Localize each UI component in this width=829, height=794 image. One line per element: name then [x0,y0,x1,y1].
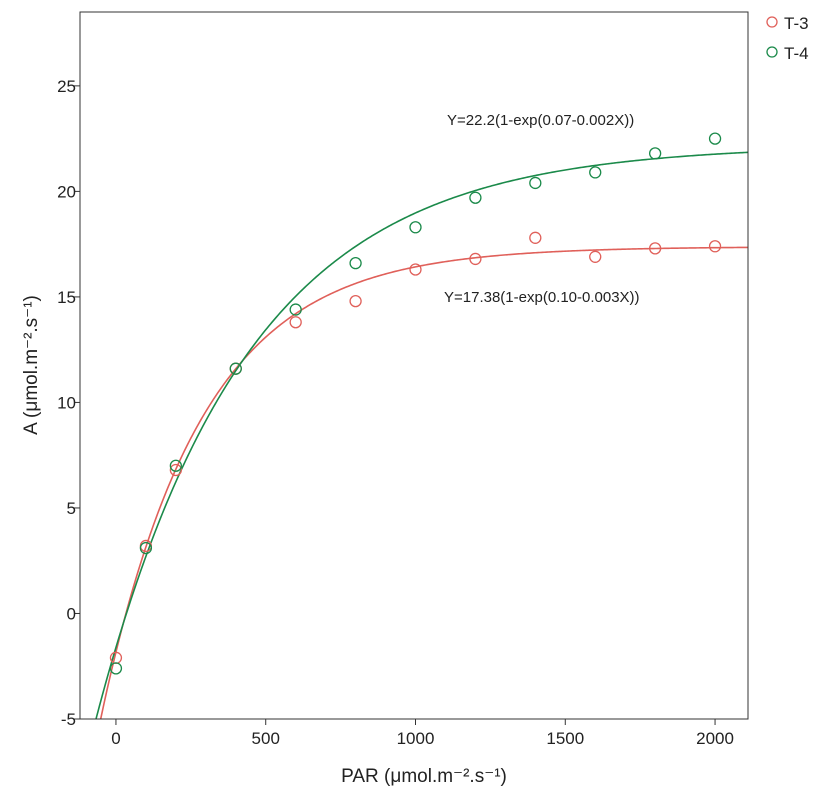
x-tick-label: 1500 [546,729,584,748]
point-t-4 [708,132,722,145]
y-axis: -5 0 5 10 15 20 25 [57,77,80,729]
y-axis-title: A (μmol.m⁻².s⁻¹) [21,295,42,435]
point-t-3 [589,250,602,263]
t4-fit-equation: Y=22.2(1-exp(0.07-0.002X)) [447,112,634,129]
y-tick-label: 15 [57,288,76,307]
point-t-4 [589,166,602,179]
point-t-4 [139,541,153,555]
point-t-4 [169,459,183,472]
fit-curves [95,151,748,719]
y-tick-label: 10 [57,393,76,412]
fit-curve-t-3 [99,246,748,719]
point-t-3 [169,463,183,477]
point-t-3 [289,316,302,329]
legend: T-3 T-4 [766,14,809,63]
legend-label-t3: T-3 [784,14,809,33]
data-points [109,132,722,675]
point-t-3 [349,294,362,308]
legend-marker-t3 [766,16,778,28]
legend-label-t4: T-4 [784,44,809,63]
point-t-4 [289,303,302,316]
x-tick-label: 2000 [696,729,734,748]
y-tick-label: -5 [61,710,76,729]
point-t-4 [469,191,482,204]
x-axis: 0 500 1000 1500 2000 [111,719,734,748]
fit-curve-t-4 [95,151,748,719]
x-tick-label: 0 [111,729,120,748]
x-tick-label: 500 [252,729,280,748]
point-t-3 [648,242,662,255]
point-t-3 [708,240,722,253]
point-t-4 [529,176,542,190]
y-tick-label: 0 [67,604,76,623]
point-t-3 [409,263,422,276]
point-t-4 [409,221,422,234]
point-t-4 [109,662,123,675]
y-tick-label: 25 [57,77,76,96]
t3-fit-equation: Y=17.38(1-exp(0.10-0.003X)) [444,289,640,306]
point-t-4 [229,362,242,375]
point-t-4 [648,147,662,160]
legend-marker-t4 [766,46,778,58]
y-tick-label: 5 [67,499,76,518]
y-tick-label: 20 [57,182,76,201]
point-t-3 [469,252,482,266]
point-t-3 [529,231,542,244]
x-tick-label: 1000 [397,729,435,748]
x-axis-title: PAR (μmol.m⁻².s⁻¹) [341,766,507,787]
point-t-4 [349,256,362,270]
plot-frame [79,11,749,720]
